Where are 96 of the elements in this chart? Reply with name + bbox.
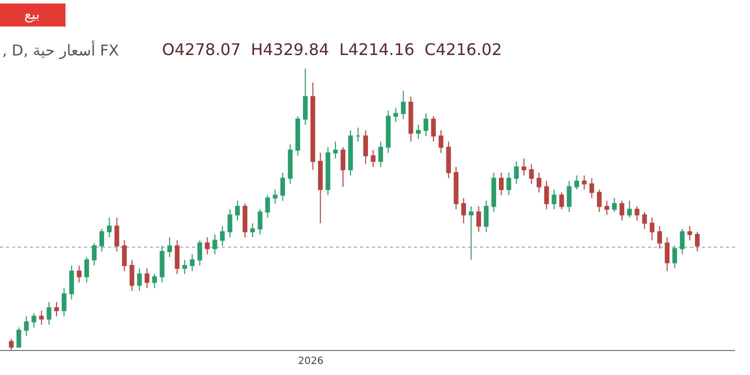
candlestick	[340, 146, 346, 188]
candlestick	[295, 116, 300, 156]
candlestick	[514, 160, 519, 184]
candlestick	[212, 234, 218, 255]
candlestick	[620, 200, 624, 221]
candlestick	[582, 174, 587, 190]
candlestick	[39, 310, 44, 326]
candlestick	[288, 144, 293, 184]
candlestick	[506, 172, 512, 196]
candlestick	[46, 302, 52, 326]
candlestick	[612, 197, 617, 213]
candlestick	[242, 203, 248, 238]
candlestick	[84, 256, 90, 283]
candlestick	[106, 217, 112, 238]
chart-title: , D, أسعار حية FX	[2, 40, 119, 60]
candlestick	[265, 194, 270, 218]
candlestick	[310, 82, 316, 170]
candlestick	[122, 240, 127, 272]
candlestick	[559, 192, 564, 210]
candlestick	[8, 338, 14, 350]
candlestick	[69, 265, 74, 300]
candlestick	[642, 212, 647, 230]
candlestick	[333, 141, 338, 160]
candlestick	[687, 226, 692, 241]
candlestick	[596, 189, 602, 213]
candlestick	[634, 206, 640, 221]
candlestick	[54, 302, 59, 317]
candlestick	[356, 127, 360, 142]
candlestick	[318, 152, 323, 224]
candlestick	[182, 259, 188, 274]
candlestick	[522, 158, 526, 176]
candlestick	[400, 90, 406, 120]
candlestick	[258, 208, 262, 236]
candlestick	[438, 130, 444, 154]
candlestick	[272, 189, 278, 204]
candlestick	[416, 124, 421, 140]
chart-subtitle: O4278.07 H4329.84 L4214.16 C4216.02	[162, 40, 502, 59]
candlestick	[280, 172, 286, 202]
candlestick	[424, 113, 428, 137]
candlestick	[393, 107, 398, 122]
candlestick	[190, 254, 195, 272]
candlestick	[220, 226, 225, 246]
candlestick	[386, 110, 391, 154]
candlestick	[32, 312, 36, 328]
candlestick	[484, 200, 489, 232]
candlestick	[566, 180, 572, 213]
candlestick	[604, 200, 610, 216]
candlestick	[657, 226, 662, 250]
candlestick	[680, 228, 685, 255]
candlestick	[650, 217, 654, 241]
candlestick	[174, 240, 180, 274]
candlestick	[99, 228, 104, 252]
candlestick	[664, 236, 670, 272]
candlestick	[152, 273, 157, 289]
candlestick	[431, 116, 436, 142]
candlestick	[378, 141, 384, 168]
candlestick	[574, 174, 580, 190]
candlestick	[627, 200, 632, 218]
candlestick	[694, 231, 700, 252]
candlestick	[446, 141, 451, 179]
candlestick	[130, 259, 134, 292]
candlestick	[326, 146, 330, 196]
candlestick	[228, 208, 232, 238]
candlestick	[544, 180, 549, 210]
candlestick	[552, 189, 556, 210]
candlestick	[235, 200, 240, 221]
candlestick	[92, 242, 97, 266]
candlestick	[137, 268, 142, 292]
candlestick	[589, 178, 594, 198]
candlestick	[167, 236, 172, 258]
candlestick	[491, 172, 496, 213]
candlestick	[476, 206, 482, 232]
candlestick	[498, 172, 504, 196]
candlestick	[62, 288, 66, 317]
text: 2026	[298, 356, 324, 367]
text: بيع	[24, 7, 40, 23]
candlestick	[114, 217, 120, 252]
candlestick	[468, 206, 474, 260]
candlestick	[197, 240, 202, 266]
candlestick	[536, 172, 542, 193]
candlestick	[160, 245, 164, 283]
candlestick	[144, 268, 150, 289]
candlestick	[250, 222, 255, 238]
candlestick	[16, 326, 22, 348]
candlestick	[348, 130, 353, 176]
candlestick	[363, 130, 368, 165]
candlestick	[76, 265, 82, 283]
candlestick	[24, 316, 29, 336]
candlestick	[529, 164, 534, 184]
candlestick	[672, 245, 678, 269]
candlestick	[204, 236, 210, 255]
candlestick	[370, 150, 376, 168]
candlestick	[302, 68, 308, 126]
candlestick	[461, 197, 466, 224]
candlestick	[408, 96, 414, 142]
candlestick	[454, 166, 458, 210]
